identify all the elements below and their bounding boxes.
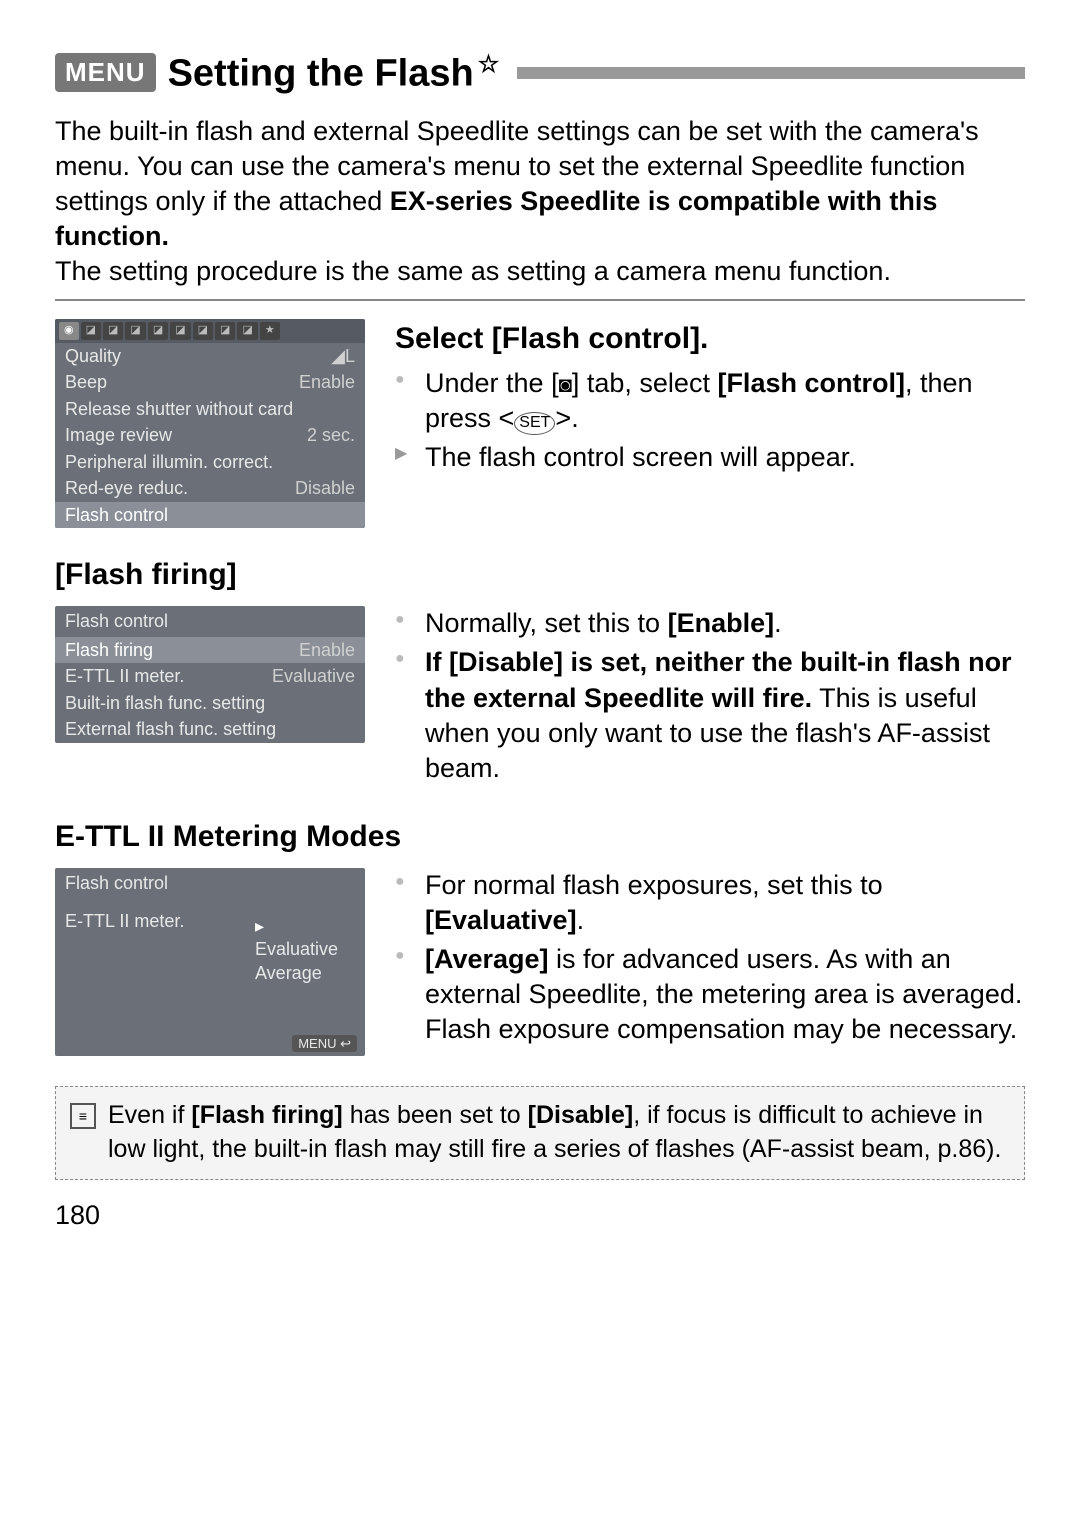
note-bold: [Flash firing] — [191, 1101, 342, 1129]
lcd-row-label: Image review — [65, 424, 172, 447]
lcd-tabs: ◉ ◪ ◪ ◪ ◪ ◪ ◪ ◪ ◪ ★ — [55, 319, 365, 343]
lcd-row: Flash firing Enable — [55, 637, 365, 664]
lcd-row-label: Beep — [65, 371, 107, 394]
note-box: ≡ Even if [Flash firing] has been set to… — [55, 1086, 1025, 1180]
section-heading-3: E-TTL II Metering Modes — [55, 820, 1025, 854]
intro-paragraph: The built-in flash and external Speedlit… — [55, 114, 1025, 289]
note-text: Even if [Flash firing] has been set to [… — [108, 1099, 1010, 1167]
lcd-row: Quality ◢L — [55, 343, 365, 370]
lcd-row: Release shutter without card — [55, 396, 365, 423]
star-icon: ☆ — [478, 51, 500, 78]
lcd-option-selected: Evaluative — [255, 914, 345, 961]
intro-text-2: The setting procedure is the same as set… — [55, 256, 891, 286]
bullet-item: If [Disable] is set, neither the built-i… — [395, 645, 1025, 785]
lcd-screenshot-2: Flash control Flash firingEnableE-TTL II… — [55, 606, 365, 743]
section-heading-2: [Flash firing] — [55, 558, 1025, 592]
lcd-row: Peripheral illumin. correct. — [55, 449, 365, 476]
section-ettl-metering: Flash control E-TTL II meter. Evaluative… — [55, 868, 1025, 1056]
bullet-text: . — [774, 608, 782, 638]
bullet-item: For normal flash exposures, set this to … — [395, 868, 1025, 938]
bullet-item: [Average] is for advanced users. As with… — [395, 942, 1025, 1047]
bullet-text: >. — [555, 403, 578, 433]
lcd-row: Flash control — [55, 502, 365, 529]
page-header: MENU Setting the Flash☆ — [55, 50, 1025, 96]
lcd-menu-back: MENU ↩ — [55, 1032, 365, 1056]
lcd-tab: ◪ — [125, 322, 145, 340]
section-heading-1: Select [Flash control]. — [395, 319, 1025, 358]
lcd-tab: ◪ — [215, 322, 235, 340]
lcd-row-label: Built-in flash func. setting — [65, 692, 265, 715]
note-bold: [Disable] — [528, 1101, 634, 1129]
lcd-tab: ◪ — [193, 322, 213, 340]
lcd-row-label: Flash firing — [65, 639, 153, 662]
bullet-item: Under the [◙] tab, select [Flash control… — [395, 366, 1025, 436]
lcd-row-value: 2 sec. — [307, 424, 355, 447]
lcd-row: Built-in flash func. setting — [55, 690, 365, 717]
menu-badge: MENU — [55, 53, 156, 92]
page-title: Setting the Flash☆ — [168, 50, 500, 96]
lcd-row: Red-eye reduc. Disable — [55, 475, 365, 502]
bullet-bold: [Evaluative] — [425, 905, 577, 935]
bullet-text: Normally, set this to — [425, 608, 668, 638]
lcd-row-label: E-TTL II meter. — [65, 665, 184, 688]
page-number: 180 — [55, 1200, 1025, 1231]
lcd-row-label: Release shutter without card — [65, 398, 293, 421]
lcd-title: Flash control — [55, 606, 365, 637]
lcd-row-value: Enable — [299, 371, 355, 394]
lcd-row: External flash func. setting — [55, 716, 365, 743]
lcd-tab: ★ — [260, 322, 280, 340]
lcd-tab: ◪ — [103, 322, 123, 340]
section-select-flash-control: ◉ ◪ ◪ ◪ ◪ ◪ ◪ ◪ ◪ ★ Quality ◢L Beep Enable R… — [55, 319, 1025, 528]
bullet-item-result: The flash control screen will appear. — [395, 440, 1025, 475]
page-title-text: Setting the Flash — [168, 53, 474, 95]
lcd-option: Average — [255, 961, 345, 986]
lcd-tab-camera-icon: ◉ — [59, 322, 79, 340]
title-bar-decoration — [517, 67, 1025, 79]
lcd-title: Flash control — [55, 868, 365, 899]
lcd-row-label: Red-eye reduc. — [65, 477, 188, 500]
lcd-select: Evaluative Average — [245, 910, 355, 990]
note-icon: ≡ — [70, 1103, 96, 1129]
lcd-row: Image review 2 sec. — [55, 422, 365, 449]
bullet-text: ] tab, select — [572, 368, 718, 398]
lcd-row-value: Disable — [295, 477, 355, 500]
lcd-row-label: Flash control — [65, 504, 168, 527]
bullet-bold: [Average] — [425, 944, 549, 974]
lcd-row-label: Peripheral illumin. correct. — [65, 451, 273, 474]
note-span: has been set to — [343, 1101, 528, 1129]
lcd-row: Beep Enable — [55, 369, 365, 396]
lcd-tab: ◪ — [237, 322, 257, 340]
lcd-tab: ◪ — [81, 322, 101, 340]
bullet-text: . — [577, 905, 585, 935]
lcd-row: E-TTL II meter. Evaluative — [55, 663, 365, 690]
lcd-row-label: E-TTL II meter. — [65, 910, 184, 990]
lcd-row-value: Evaluative — [272, 665, 355, 688]
lcd-screenshot-1: ◉ ◪ ◪ ◪ ◪ ◪ ◪ ◪ ◪ ★ Quality ◢L Beep Enable R… — [55, 319, 365, 528]
lcd-row-value: Enable — [299, 639, 355, 662]
menu-back-label: MENU ↩ — [292, 1035, 357, 1052]
bullet-text: Under the [ — [425, 368, 559, 398]
note-span: Even if — [108, 1101, 191, 1129]
bullet-text: For normal flash exposures, set this to — [425, 870, 883, 900]
lcd-row: E-TTL II meter. Evaluative Average — [55, 908, 365, 992]
bullet-bold: [Enable] — [668, 608, 775, 638]
bullet-bold: [Flash control] — [717, 368, 905, 398]
lcd-tab: ◪ — [148, 322, 168, 340]
bullet-item: Normally, set this to [Enable]. — [395, 606, 1025, 641]
camera-tab-icon: ◙ — [559, 372, 572, 397]
lcd-screenshot-3: Flash control E-TTL II meter. Evaluative… — [55, 868, 365, 1056]
lcd-row-value: ◢L — [331, 345, 355, 368]
separator — [55, 299, 1025, 301]
lcd-tab: ◪ — [170, 322, 190, 340]
lcd-row-label: Quality — [65, 345, 121, 368]
set-button-icon: SET — [514, 412, 555, 435]
lcd-row-label: External flash func. setting — [65, 718, 276, 741]
section-flash-firing: Flash control Flash firingEnableE-TTL II… — [55, 606, 1025, 789]
